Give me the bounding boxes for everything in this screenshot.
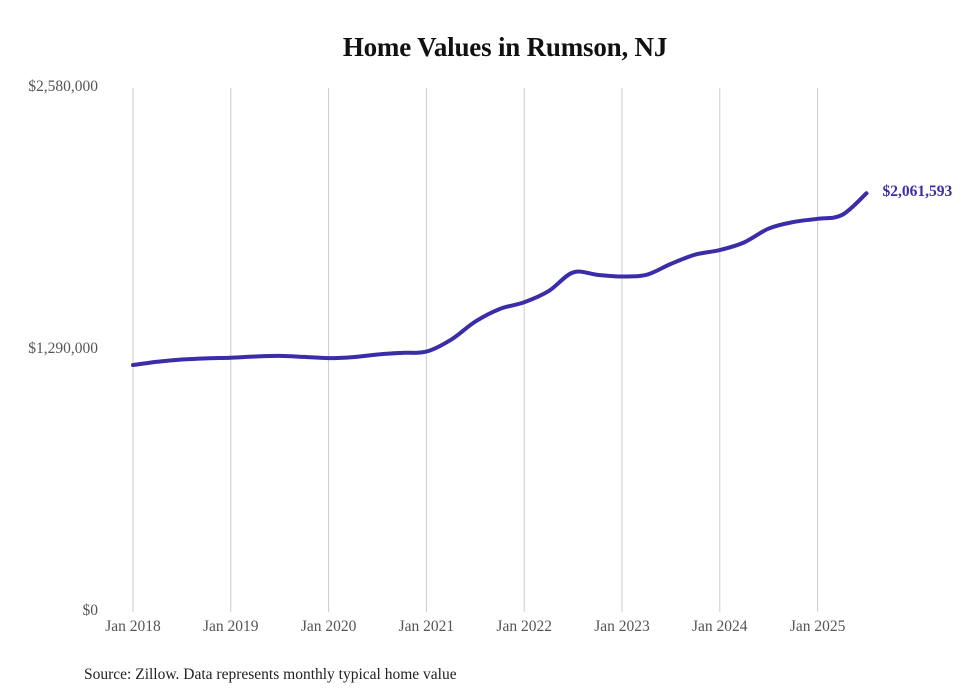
y-tick-label: $0	[82, 602, 99, 619]
x-tick-label: Jan 2025	[789, 618, 846, 635]
source-note: Source: Zillow. Data represents monthly …	[84, 666, 457, 683]
x-tick-label: Jan 2018	[105, 618, 161, 635]
y-tick-label: $1,290,000	[28, 340, 98, 357]
chart-title: Home Values in Rumson, NJ	[342, 32, 668, 62]
x-tick-label: Jan 2020	[300, 618, 357, 635]
series-line-group	[131, 191, 869, 368]
x-tick-label: Jan 2023	[594, 618, 650, 635]
vertical-gridlines	[132, 88, 819, 612]
y-axis: $0 $1,290,000 $2,580,000	[0, 0, 98, 699]
x-tick-label: Jan 2019	[203, 618, 259, 635]
x-tick-label: Jan 2024	[692, 618, 748, 635]
x-tick-label: Jan 2022	[496, 618, 552, 635]
series-line-typical-home-value	[131, 191, 869, 368]
y-tick-label: $2,580,000	[28, 78, 98, 95]
x-tick-label: Jan 2021	[398, 618, 455, 635]
end-value-annotation: $2,061,593	[882, 183, 953, 201]
